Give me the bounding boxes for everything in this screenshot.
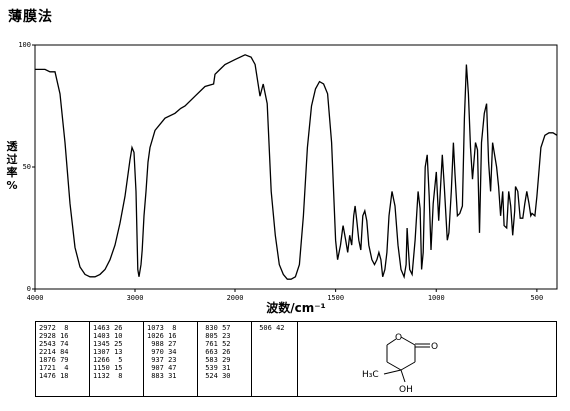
y-axis-label: 透过率% — [6, 140, 18, 192]
molecule-structure: O O H₃C OH — [362, 333, 438, 395]
y-tick-label: 50 — [23, 163, 31, 171]
peak-entry: 1132 8 — [93, 372, 123, 380]
peak-entry: 1463 26 — [93, 324, 123, 332]
carbonyl-oxygen-label: O — [431, 342, 438, 352]
peak-entry: 761 52 — [201, 340, 231, 348]
peak-entry: 663 26 — [201, 348, 231, 356]
peak-entry: 907 47 — [147, 364, 177, 372]
x-tick-label: 1000 — [428, 294, 445, 302]
peak-entry: 506 42 — [255, 324, 285, 332]
peak-entry: 1073 8 — [147, 324, 177, 332]
peak-column-2: 1463 26 1403 10 1345 25 1307 13 1266 5 1… — [93, 324, 123, 380]
peak-entry: 1150 15 — [93, 364, 123, 372]
peak-entry: 970 34 — [147, 348, 177, 356]
peak-entry: 2214 84 — [39, 348, 69, 356]
x-tick-label: 500 — [531, 294, 544, 302]
peak-entry: 805 23 — [201, 332, 231, 340]
table-divider — [297, 322, 298, 396]
peak-entry: 1307 13 — [93, 348, 123, 356]
peak-entry: 1476 18 — [39, 372, 69, 380]
x-tick-label: 3000 — [127, 294, 144, 302]
x-tick-label: 1500 — [327, 294, 344, 302]
peak-column-3: 1073 8 1026 16 988 27 970 34 937 23 907 … — [147, 324, 177, 380]
peak-entry: 1266 5 — [93, 356, 123, 364]
methyl-label: H₃C — [362, 370, 379, 380]
peak-entry: 937 23 — [147, 356, 177, 364]
x-axis-label: 波数/cm⁻¹ — [266, 300, 326, 315]
y-tick-label: 100 — [18, 41, 31, 49]
x-tick-label: 2000 — [227, 294, 244, 302]
table-divider — [89, 322, 90, 396]
peak-entry: 988 27 — [147, 340, 177, 348]
spectrum-line — [35, 54, 558, 280]
peak-entry: 583 29 — [201, 356, 231, 364]
peak-entry: 2972 8 — [39, 324, 69, 332]
peak-column-1: 2972 8 2928 16 2543 74 2214 84 1876 79 1… — [39, 324, 69, 380]
peak-entry: 2928 16 — [39, 332, 69, 340]
y-tick-label: 0 — [27, 285, 31, 293]
peak-column-4: 830 57 805 23 761 52 663 26 583 29 539 3… — [201, 324, 231, 380]
peak-entry: 524 30 — [201, 372, 231, 380]
hydroxyl-label: OH — [399, 385, 413, 395]
peak-table: 2972 8 2928 16 2543 74 2214 84 1876 79 1… — [35, 321, 557, 397]
ring-oxygen-label: O — [395, 333, 402, 343]
peak-entry: 539 31 — [201, 364, 231, 372]
x-tick-label: 4000 — [27, 294, 44, 302]
peak-entry: 2543 74 — [39, 340, 69, 348]
table-divider — [197, 322, 198, 396]
peak-entry: 883 31 — [147, 372, 177, 380]
sample-method-title: 薄膜法 — [8, 9, 53, 25]
peak-column-5: 506 42 — [255, 324, 285, 332]
peak-entry: 830 57 — [201, 324, 231, 332]
peak-entry: 1721 4 — [39, 364, 69, 372]
table-divider — [143, 322, 144, 396]
peak-entry: 1876 79 — [39, 356, 69, 364]
peak-entry: 1026 16 — [147, 332, 177, 340]
table-divider — [251, 322, 252, 396]
peak-entry: 1403 10 — [93, 332, 123, 340]
plot-frame — [34, 44, 558, 290]
peak-entry: 1345 25 — [93, 340, 123, 348]
